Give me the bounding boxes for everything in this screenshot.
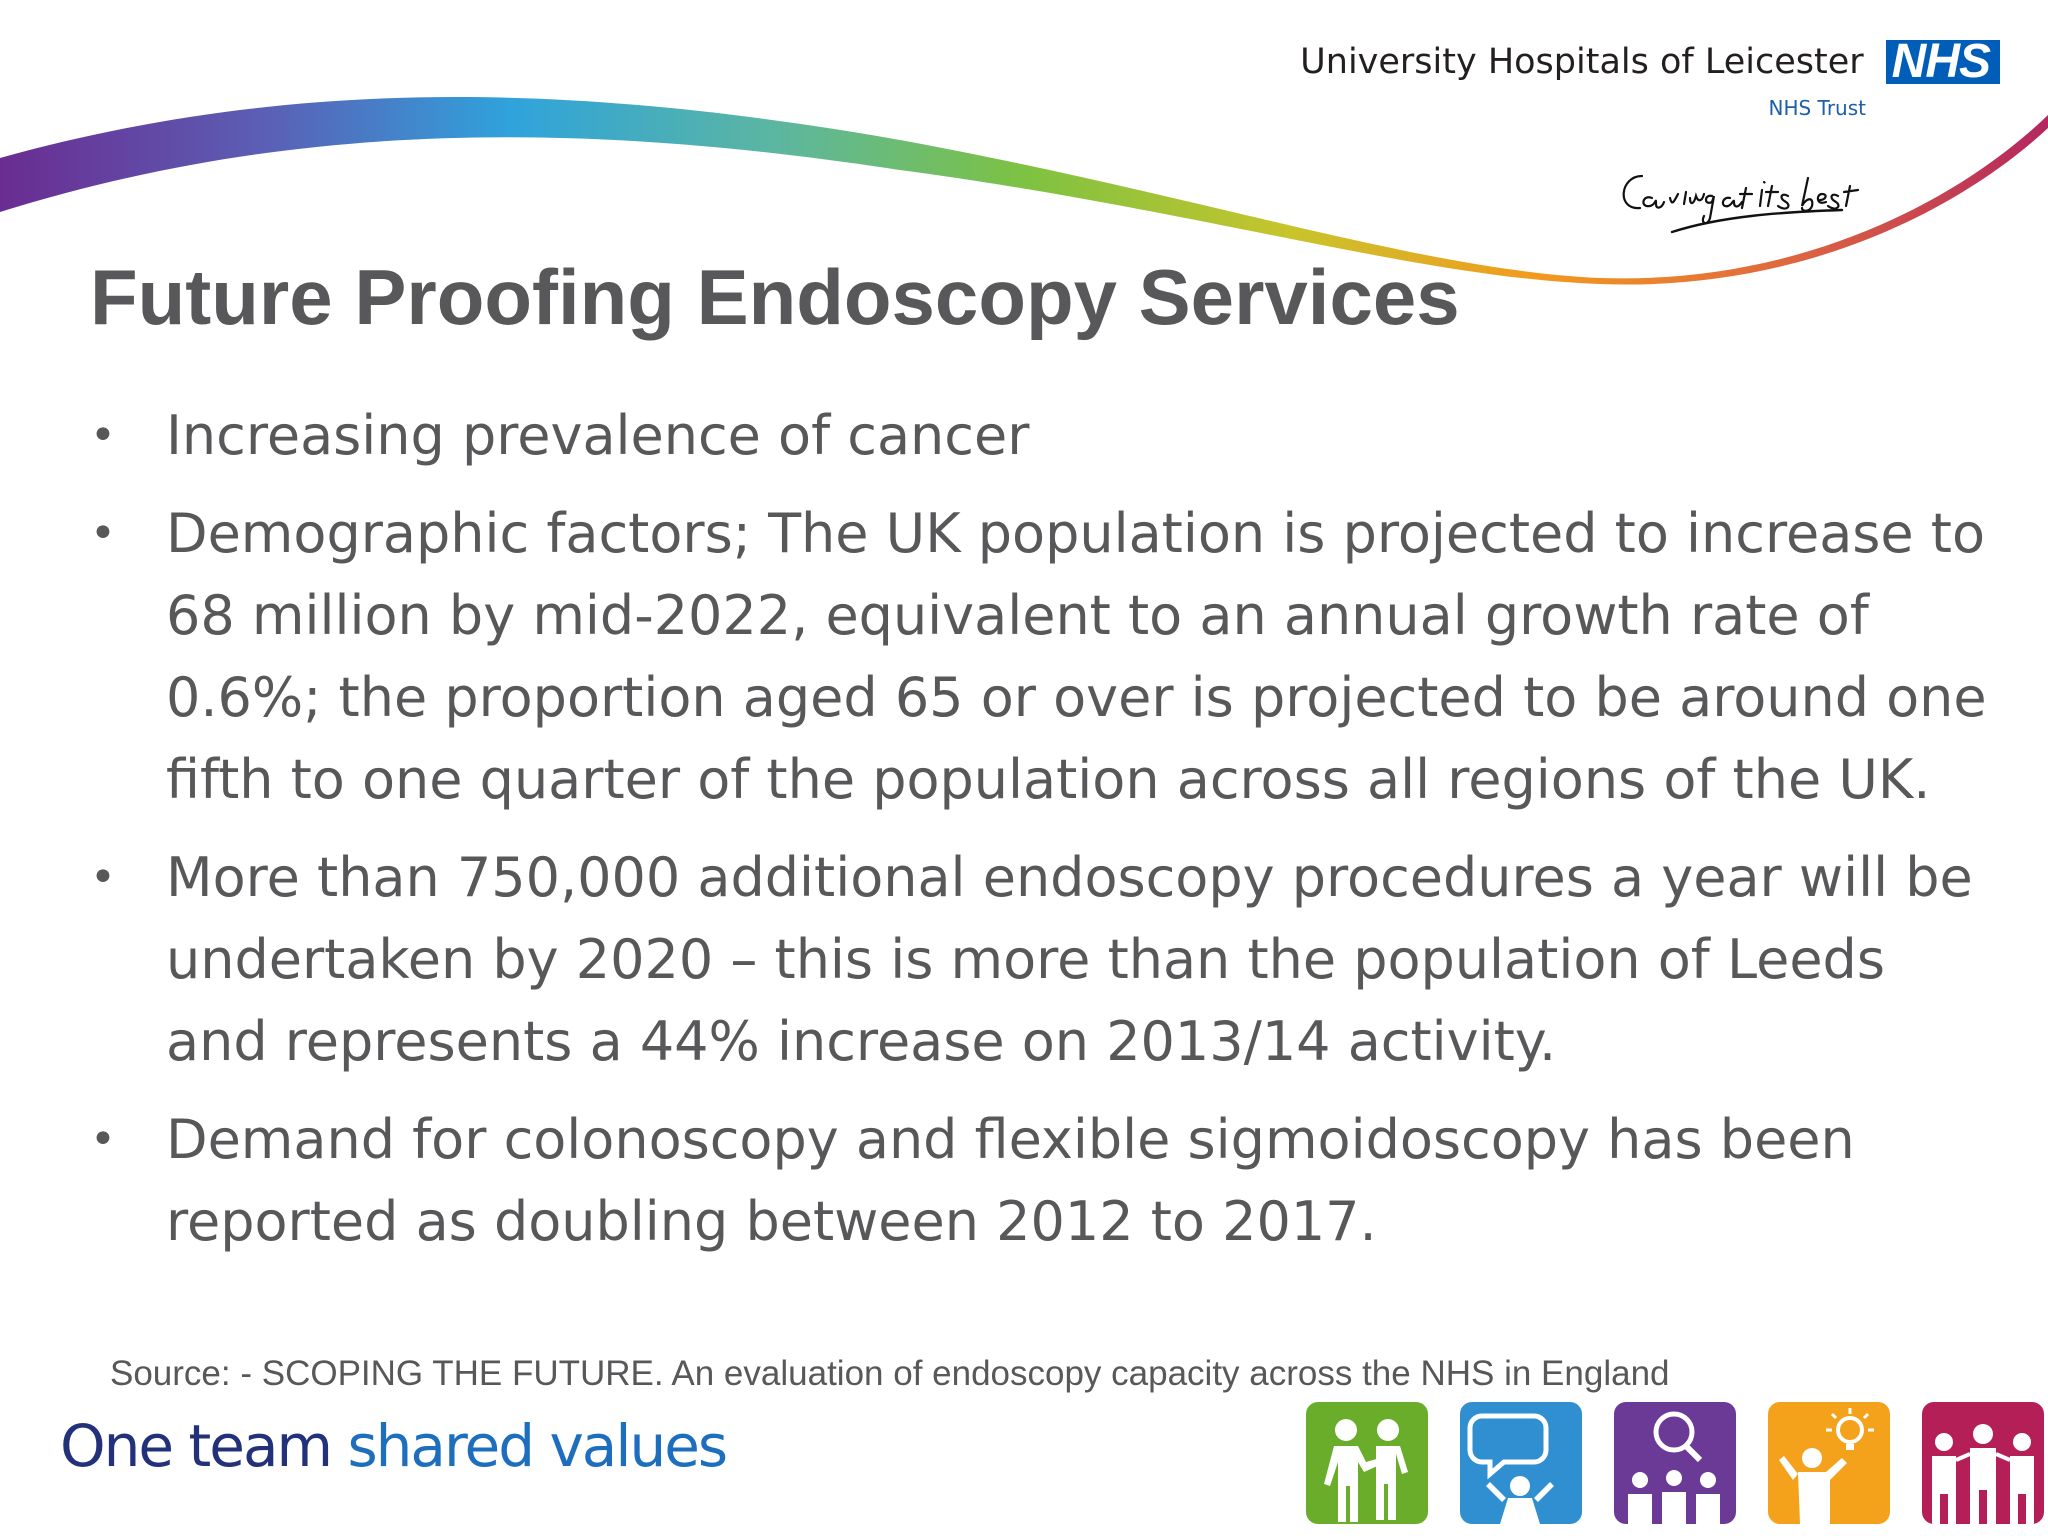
source-citation: Source: - SCOPING THE FUTURE. An evaluat… [110, 1354, 1670, 1393]
tagline-part-two: shared values [347, 1412, 728, 1480]
family-group-icon [1922, 1402, 2044, 1524]
nhs-trust-label: NHS Trust [1768, 96, 1867, 120]
caring-at-its-best-signature [1622, 174, 1860, 234]
bullet-item: Demographic factors; The UK population i… [90, 493, 1990, 821]
speech-bubble-icon [1460, 1402, 1582, 1524]
nhs-logo: NHS [1885, 38, 2000, 86]
tagline: One team shared values [60, 1412, 728, 1480]
org-name: University Hospitals of Leicester [1300, 42, 1864, 82]
rainbow-swoosh [0, 97, 2048, 285]
bullet-item: Increasing prevalence of cancer [90, 395, 1990, 477]
magnifier-group-icon [1614, 1402, 1736, 1524]
org-header: University Hospitals of Leicester NHS NH… [1300, 38, 2000, 120]
slide-title: Future Proofing Endoscopy Services [90, 253, 1460, 341]
bullet-list: Increasing prevalence of cancer Demograp… [90, 395, 1990, 1279]
bullet-item: More than 750,000 additional endoscopy p… [90, 837, 1990, 1083]
bullet-item: Demand for colonoscopy and flexible sigm… [90, 1099, 1990, 1263]
values-icon-row [1306, 1402, 2044, 1524]
lightbulb-person-icon [1768, 1402, 1890, 1524]
helping-people-icon [1306, 1402, 1428, 1524]
tagline-part-one: One team [60, 1412, 333, 1480]
